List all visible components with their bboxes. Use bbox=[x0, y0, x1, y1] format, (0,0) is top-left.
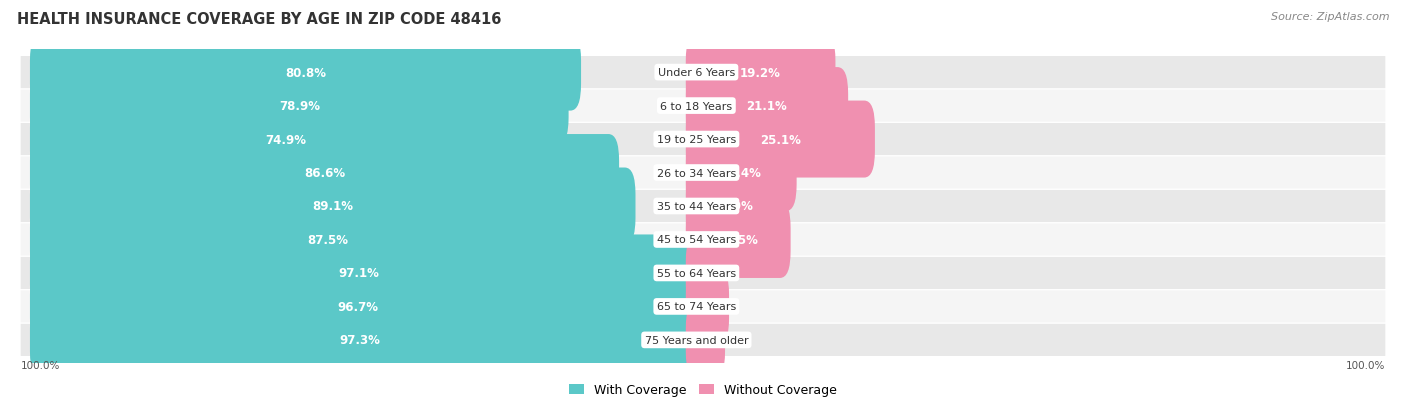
Text: 26 to 34 Years: 26 to 34 Years bbox=[657, 168, 735, 178]
Text: 45 to 54 Years: 45 to 54 Years bbox=[657, 235, 735, 245]
Text: 74.9%: 74.9% bbox=[266, 133, 307, 146]
Text: 97.1%: 97.1% bbox=[339, 267, 380, 280]
Text: 2.9%: 2.9% bbox=[690, 267, 723, 280]
FancyBboxPatch shape bbox=[686, 168, 780, 245]
Text: 19.2%: 19.2% bbox=[740, 66, 782, 79]
Legend: With Coverage, Without Coverage: With Coverage, Without Coverage bbox=[564, 378, 842, 401]
FancyBboxPatch shape bbox=[21, 57, 1385, 89]
FancyBboxPatch shape bbox=[21, 123, 1385, 156]
FancyBboxPatch shape bbox=[21, 291, 1385, 323]
Text: 19 to 25 Years: 19 to 25 Years bbox=[657, 135, 735, 145]
FancyBboxPatch shape bbox=[686, 68, 848, 145]
Text: 65 to 74 Years: 65 to 74 Years bbox=[657, 301, 735, 312]
FancyBboxPatch shape bbox=[21, 224, 1385, 256]
Text: 21.1%: 21.1% bbox=[747, 100, 787, 113]
Text: 96.7%: 96.7% bbox=[337, 300, 378, 313]
FancyBboxPatch shape bbox=[21, 257, 1385, 290]
FancyBboxPatch shape bbox=[30, 135, 619, 211]
FancyBboxPatch shape bbox=[30, 301, 689, 378]
FancyBboxPatch shape bbox=[21, 90, 1385, 122]
FancyBboxPatch shape bbox=[21, 324, 1385, 356]
Text: 55 to 64 Years: 55 to 64 Years bbox=[657, 268, 735, 278]
Text: 87.5%: 87.5% bbox=[307, 233, 347, 247]
Text: 75 Years and older: 75 Years and older bbox=[644, 335, 748, 345]
Text: 86.6%: 86.6% bbox=[304, 166, 344, 180]
FancyBboxPatch shape bbox=[21, 190, 1385, 223]
FancyBboxPatch shape bbox=[30, 35, 581, 112]
FancyBboxPatch shape bbox=[686, 101, 875, 178]
Text: 80.8%: 80.8% bbox=[285, 66, 326, 79]
Text: Source: ZipAtlas.com: Source: ZipAtlas.com bbox=[1271, 12, 1389, 22]
Text: 10.9%: 10.9% bbox=[713, 200, 754, 213]
Text: HEALTH INSURANCE COVERAGE BY AGE IN ZIP CODE 48416: HEALTH INSURANCE COVERAGE BY AGE IN ZIP … bbox=[17, 12, 502, 27]
Text: Under 6 Years: Under 6 Years bbox=[658, 68, 735, 78]
Text: 100.0%: 100.0% bbox=[1346, 360, 1385, 370]
Text: 78.9%: 78.9% bbox=[278, 100, 319, 113]
FancyBboxPatch shape bbox=[30, 268, 685, 345]
Text: 100.0%: 100.0% bbox=[21, 360, 60, 370]
Text: 6 to 18 Years: 6 to 18 Years bbox=[661, 101, 733, 112]
Text: 97.3%: 97.3% bbox=[339, 334, 380, 347]
Text: 12.5%: 12.5% bbox=[717, 233, 759, 247]
Text: 3.3%: 3.3% bbox=[692, 300, 724, 313]
Text: 13.4%: 13.4% bbox=[721, 166, 762, 180]
FancyBboxPatch shape bbox=[686, 35, 835, 112]
FancyBboxPatch shape bbox=[686, 268, 730, 345]
FancyBboxPatch shape bbox=[30, 202, 626, 278]
FancyBboxPatch shape bbox=[686, 235, 727, 312]
Text: 25.1%: 25.1% bbox=[759, 133, 801, 146]
FancyBboxPatch shape bbox=[30, 101, 543, 178]
FancyBboxPatch shape bbox=[686, 301, 725, 378]
Text: 2.7%: 2.7% bbox=[689, 334, 721, 347]
Text: 35 to 44 Years: 35 to 44 Years bbox=[657, 202, 735, 211]
FancyBboxPatch shape bbox=[686, 135, 797, 211]
FancyBboxPatch shape bbox=[30, 168, 636, 245]
Text: 89.1%: 89.1% bbox=[312, 200, 353, 213]
FancyBboxPatch shape bbox=[30, 68, 568, 145]
FancyBboxPatch shape bbox=[21, 157, 1385, 189]
FancyBboxPatch shape bbox=[686, 202, 790, 278]
FancyBboxPatch shape bbox=[30, 235, 688, 312]
